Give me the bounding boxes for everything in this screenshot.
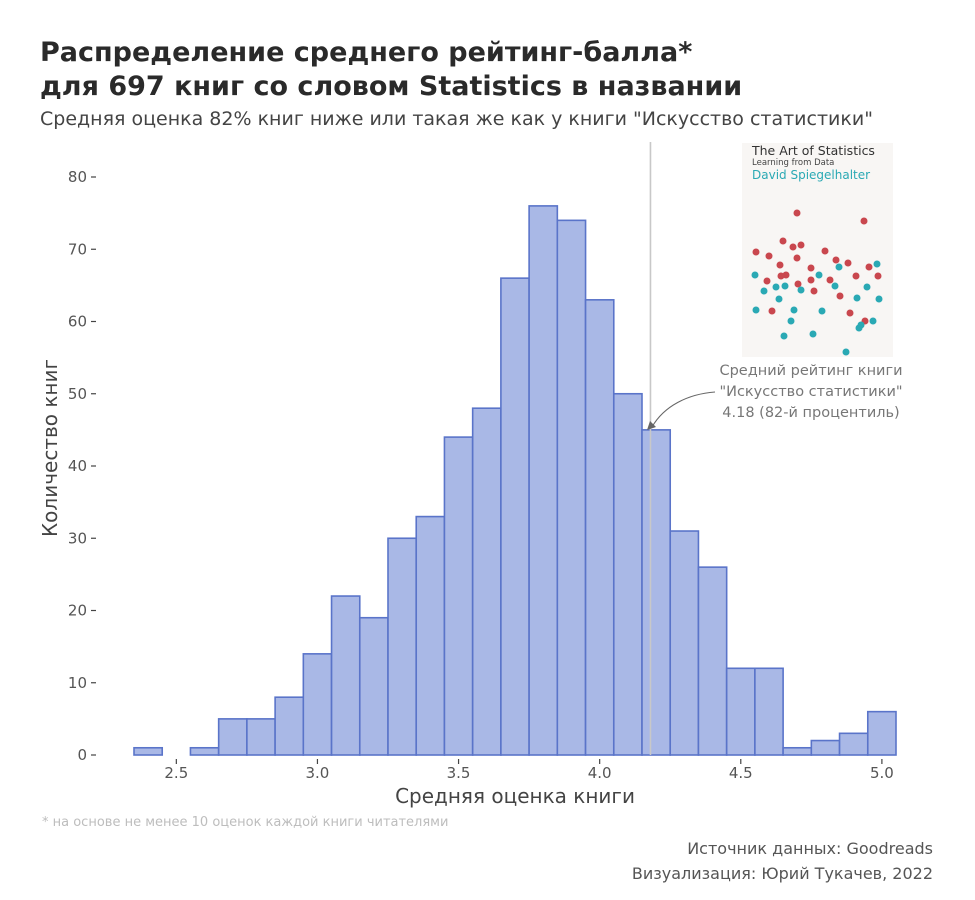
footnote: * на основе не менее 10 оценок каждой кн… [42, 815, 449, 830]
histogram-bar [528, 205, 559, 756]
chart-subtitle: Средняя оценка 82% книг ниже или такая ж… [40, 108, 873, 130]
credit: Визуализация: Юрий Тукачев, 2022 [631, 864, 933, 883]
y-tick-label: 0 [77, 746, 87, 764]
histogram-bar [697, 566, 728, 756]
title-line-2: для 697 книг со словом Statistics в назв… [40, 71, 743, 102]
y-tick-label: 50 [68, 385, 87, 403]
book-cover-title: The Art of Statistics [752, 143, 875, 158]
book-cover-image: The Art of Statistics Learning from Data… [742, 143, 893, 357]
histogram-bar [556, 219, 587, 756]
histogram-bar [217, 718, 248, 756]
annotation-line-3: 4.18 (82-й процентиль) [722, 405, 900, 421]
histogram-bar [246, 718, 276, 756]
histogram-bar [641, 429, 672, 756]
y-axis-ticks: 0 10 20 30 40 50 60 70 80 [68, 168, 96, 764]
x-tick-label: 4.0 [588, 764, 612, 782]
x-tick-label: 2.5 [164, 764, 188, 782]
histogram-bar [274, 696, 305, 756]
x-tick-label: 5.0 [870, 764, 894, 782]
histogram-bar [133, 746, 164, 756]
histogram-bar [471, 407, 502, 756]
y-axis-label: Количество книг [38, 359, 62, 537]
y-tick-label: 40 [68, 457, 87, 475]
x-tick-label: 4.5 [729, 764, 753, 782]
histogram-bar [358, 616, 389, 756]
annotation-arrow [651, 391, 716, 428]
x-axis-ticks: 2.5 3.0 3.5 4.0 4.5 5.0 [164, 759, 894, 782]
chart-title: Распределение среднего рейтинг-балла* дл… [40, 36, 742, 104]
histogram-bar [669, 530, 700, 756]
histogram-bar [330, 595, 361, 756]
histogram-bar [612, 392, 643, 756]
histogram-bar [189, 746, 220, 756]
histogram-bar [754, 667, 784, 756]
y-tick-label: 70 [68, 240, 87, 258]
reference-annotation: Средний рейтинг книги "Искусство статист… [700, 361, 922, 424]
data-source: Источник данных: Goodreads [687, 839, 933, 858]
y-tick-label: 60 [68, 313, 87, 331]
title-line-1: Распределение среднего рейтинг-балла* [40, 37, 693, 68]
book-cover-dots [751, 209, 883, 356]
histogram-bar [302, 653, 333, 756]
histogram-bar [387, 537, 418, 756]
histogram-bar [725, 667, 756, 756]
histogram-bar [782, 746, 813, 756]
x-tick-label: 3.5 [447, 764, 471, 782]
histogram-bar [866, 710, 897, 756]
histogram-bar [415, 515, 446, 756]
x-axis-label: Средняя оценка книги [395, 784, 635, 808]
histogram-bar [584, 299, 615, 756]
bars-group [133, 205, 897, 756]
y-tick-label: 10 [68, 674, 87, 692]
book-cover-author: David Spiegelhalter [752, 168, 871, 182]
book-cover-subtitle: Learning from Data [752, 158, 835, 168]
y-tick-label: 30 [68, 529, 87, 547]
histogram-bar [443, 436, 474, 756]
histogram-bar [810, 739, 841, 756]
annotation-line-1: Средний рейтинг книги [719, 363, 903, 379]
y-tick-label: 80 [68, 168, 87, 186]
annotation-line-2: "Искусство статистики" [719, 384, 903, 400]
histogram-bar [500, 277, 530, 756]
y-tick-label: 20 [68, 602, 87, 620]
x-tick-label: 3.0 [306, 764, 330, 782]
annotation-arrowhead [647, 421, 656, 430]
histogram-bar [838, 732, 869, 756]
